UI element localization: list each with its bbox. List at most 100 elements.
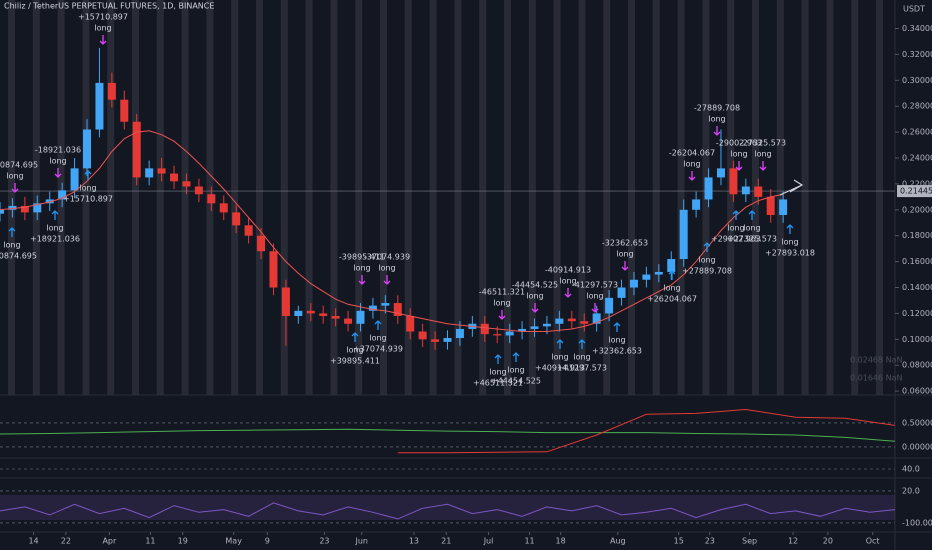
signal-label: long	[378, 264, 395, 273]
candle-body	[207, 194, 216, 204]
sell-arrow	[688, 171, 696, 181]
candle-body	[0, 209, 4, 214]
sell-arrow	[759, 161, 767, 171]
signal-label: +15710.897	[63, 195, 113, 204]
signal-label: long	[608, 336, 625, 345]
x-tick-label: 14	[28, 537, 38, 546]
signal-label: long	[708, 115, 725, 124]
signal-label: +26204.067	[647, 295, 697, 304]
buy-arrow	[374, 320, 382, 330]
candle-body	[480, 323, 489, 335]
stripe	[776, 0, 784, 395]
signal-label: long	[369, 334, 386, 343]
candle-body	[455, 328, 464, 339]
sell-arrow	[531, 303, 539, 313]
y-tick-label: 0.34000	[902, 24, 932, 33]
signal-label: long	[551, 353, 568, 362]
buy-arrow	[84, 170, 92, 180]
x-tick-label: 11	[145, 537, 155, 546]
candle-body	[443, 338, 452, 342]
stripe	[8, 0, 15, 395]
candle-body	[729, 168, 738, 195]
signal-label: long	[730, 150, 747, 159]
buy-arrow	[668, 270, 676, 280]
stripe	[404, 0, 412, 395]
stripe	[578, 0, 586, 395]
x-tick-label: Aug	[610, 537, 626, 546]
signal-label: +27893.018	[765, 249, 815, 258]
signal-label: long	[94, 24, 111, 33]
pane-tick-label: 0.50000	[902, 418, 932, 427]
stripe	[801, 0, 809, 395]
candle-body	[754, 186, 763, 197]
buy-arrow	[613, 322, 621, 332]
x-tick-label: Jun	[354, 537, 368, 546]
signal-label: -26204.067	[669, 149, 715, 158]
y-tick-label: 0.20000	[902, 205, 932, 214]
stripe	[132, 0, 139, 395]
stripe	[429, 0, 437, 395]
x-tick-label: May	[225, 537, 242, 546]
signal-label: -27889.708	[694, 104, 740, 113]
stripe	[553, 0, 561, 395]
candle-body	[107, 82, 116, 100]
signal-label: long	[683, 160, 700, 169]
stripe	[32, 0, 40, 395]
candle-body	[368, 305, 377, 311]
indicator-line	[0, 502, 896, 520]
candle-body	[95, 82, 104, 130]
candle-body	[629, 279, 638, 288]
stripe	[82, 0, 90, 395]
candle-body	[766, 196, 775, 215]
signal-label: +41297.573	[557, 364, 607, 373]
x-tick-label: 15	[674, 537, 684, 546]
y-tick-label: 0.08000	[902, 361, 932, 370]
signal-label: long	[663, 284, 680, 293]
candle-body	[679, 209, 688, 260]
sell-arrow	[591, 303, 599, 313]
candle-body	[344, 318, 353, 324]
stripe	[628, 0, 635, 395]
candle-body	[505, 331, 514, 336]
oscillator-band	[0, 495, 895, 520]
signal-label: -40914.913	[545, 266, 591, 275]
signal-label: long	[698, 256, 715, 265]
x-tick-label: 21	[441, 537, 451, 546]
pane-tick-label: 0.00000	[902, 442, 932, 451]
x-tick-label: 9	[265, 537, 270, 546]
signal-label: +20874.695	[0, 252, 37, 261]
x-tick-label: 22	[61, 537, 71, 546]
x-tick-label: 11	[524, 537, 534, 546]
signal-label: long	[353, 264, 370, 273]
signal-label: long	[46, 224, 63, 233]
candle-body	[642, 274, 651, 280]
last-price-box	[897, 185, 932, 198]
stripe	[355, 0, 363, 395]
x-tick-label: Apr	[102, 537, 117, 546]
buy-arrow	[8, 227, 16, 237]
signal-label: long	[559, 277, 576, 286]
signal-label: long	[727, 224, 744, 233]
stripe	[652, 0, 660, 395]
candle-body	[157, 168, 166, 174]
candle-body	[232, 212, 241, 226]
candle-body	[70, 168, 79, 191]
y-tick-label: 0.10000	[902, 335, 932, 344]
x-tick-label: Oct	[866, 537, 880, 546]
stripe	[876, 0, 883, 395]
candle-body	[779, 199, 788, 215]
sell-arrow	[735, 161, 743, 171]
stripe	[677, 0, 685, 395]
stripe	[156, 0, 164, 395]
buy-arrow	[703, 242, 711, 252]
signal-label: +15710.897	[78, 13, 128, 22]
signal-label: long	[573, 353, 590, 362]
signal-label: long	[586, 292, 603, 301]
signal-label: long	[616, 250, 633, 259]
y-tick-label: 0.16000	[902, 257, 932, 266]
signal-label: long	[743, 224, 760, 233]
candle-body	[8, 205, 17, 210]
sell-arrow	[383, 275, 391, 285]
legend-value: 0.01646 NaN	[850, 374, 903, 383]
candle-body	[431, 339, 440, 342]
